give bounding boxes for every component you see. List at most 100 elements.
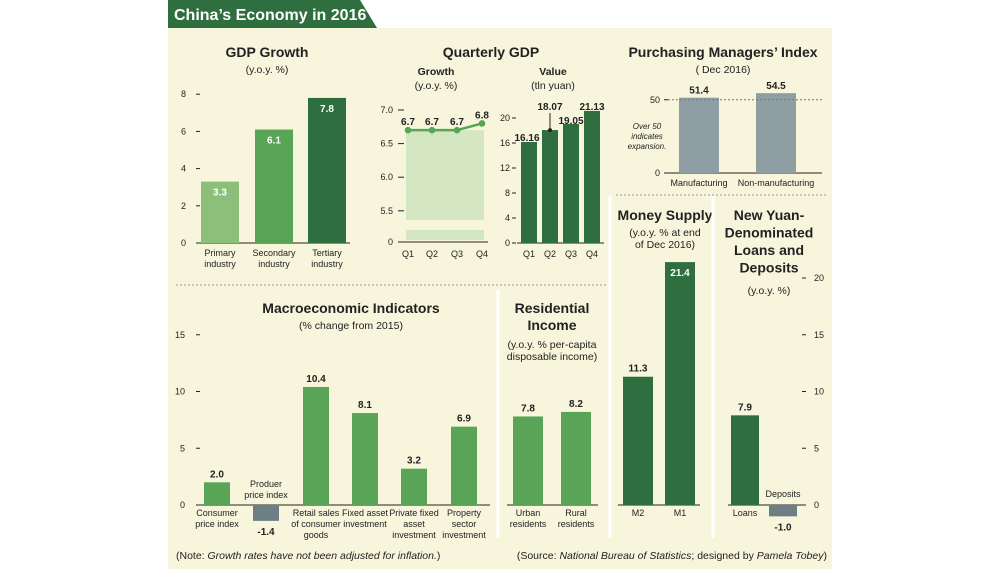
loans-value-label: 7.9 bbox=[738, 402, 752, 413]
pmi-bar bbox=[679, 97, 719, 173]
quarterly-gdp-title: Quarterly GDP bbox=[443, 44, 539, 60]
macro-value-label: -1.4 bbox=[257, 527, 275, 538]
quarterly-gdp-value-chart: Value (tln yuan) 0 4 8 12 16 20 16.16 Q1 18.07 Q2 19… bbox=[500, 66, 605, 259]
money-supply-bar bbox=[665, 262, 695, 505]
macro-value-label: 6.9 bbox=[457, 414, 471, 425]
footer-source-suffix: ) bbox=[824, 550, 828, 562]
loans-tick-label: 5 bbox=[814, 443, 819, 453]
gdp-value-label: 3.3 bbox=[213, 188, 227, 199]
macro-category-label: Fixed asset bbox=[342, 508, 389, 518]
quarterly-growth-tick-label: 0 bbox=[388, 237, 393, 247]
income-subtitle: disposable income) bbox=[507, 351, 597, 363]
macro-bar bbox=[401, 468, 427, 505]
macro-bar bbox=[204, 482, 230, 505]
gdp-category-label: Primary bbox=[205, 248, 236, 258]
gdp-bar bbox=[255, 129, 293, 243]
pmi-annotation: Over 50 bbox=[633, 122, 662, 131]
quarterly-growth-point bbox=[478, 120, 486, 127]
gdp-category-label: Secondary bbox=[252, 248, 296, 258]
macro-y-tick-label: 10 bbox=[175, 387, 185, 397]
quarterly-growth-line bbox=[408, 122, 483, 132]
macro-category-label: sector bbox=[452, 519, 477, 529]
quarterly-value-category-label: Q4 bbox=[586, 249, 598, 259]
page-title: China’s Economy in 2016 bbox=[174, 7, 366, 24]
macro-value-label: 10.4 bbox=[306, 374, 326, 385]
macro-y-tick-label: 15 bbox=[175, 330, 185, 340]
gdp-category-label: industry bbox=[258, 259, 290, 269]
income-title: Income bbox=[527, 317, 576, 333]
gdp-y-tick-label: 4 bbox=[181, 164, 186, 174]
quarterly-value-label: 19.05 bbox=[558, 116, 583, 127]
gdp-growth-chart: GDP Growth(y.o.y. %)024683.3Primaryindus… bbox=[181, 44, 350, 269]
money-supply-subtitle: (y.o.y. % at end bbox=[629, 227, 701, 239]
gdp-subtitle: (y.o.y. %) bbox=[246, 64, 289, 76]
loans-title: Denominated bbox=[725, 225, 814, 241]
quarterly-growth-category-label: Q2 bbox=[426, 249, 438, 259]
money-supply-subtitle: of Dec 2016) bbox=[635, 239, 695, 251]
panel-background bbox=[168, 28, 832, 569]
loans-title: New Yuan- bbox=[734, 207, 805, 223]
macro-subtitle: (% change from 2015) bbox=[299, 320, 403, 332]
quarterly-value-leader-dot bbox=[548, 128, 552, 133]
quarterly-growth-category-label: Q1 bbox=[402, 249, 414, 259]
gdp-value-label: 7.8 bbox=[320, 104, 334, 115]
quarterly-value-y-tick-label: 8 bbox=[505, 188, 510, 198]
footer-source-prefix: (Source: bbox=[517, 550, 560, 562]
macro-value-label: 3.2 bbox=[407, 456, 421, 467]
money-supply-title: Money Supply bbox=[618, 207, 713, 223]
pmi-category-label: Manufacturing bbox=[670, 178, 727, 188]
gdp-y-tick-label: 8 bbox=[181, 89, 186, 99]
macro-y-tick-label: 0 bbox=[180, 500, 185, 510]
loans-tick-label: 20 bbox=[814, 273, 824, 283]
quarterly-value-y-tick-label: 0 bbox=[505, 238, 510, 248]
quarterly-growth-value-label: 6.7 bbox=[450, 117, 464, 128]
income-category-label: Urban bbox=[516, 508, 541, 518]
loans-tick-label: 15 bbox=[814, 330, 824, 340]
quarterly-growth-point bbox=[453, 126, 461, 134]
money-supply-bar bbox=[623, 376, 653, 505]
money-supply-category-label: M1 bbox=[674, 508, 687, 518]
gdp-category-label: industry bbox=[311, 259, 343, 269]
macro-title: Macroeconomic Indicators bbox=[262, 300, 440, 316]
quarterly-value-label: 18.07 bbox=[537, 102, 562, 113]
macro-value-label: 2.0 bbox=[210, 469, 224, 480]
axis-break-gap bbox=[406, 220, 484, 230]
macro-category-label: investment bbox=[343, 519, 387, 529]
quarterly-growth-tick-label: 5.5 bbox=[380, 206, 393, 216]
loans-value-label: -1.0 bbox=[774, 522, 792, 533]
pmi-y-tick-label: 50 bbox=[650, 95, 660, 105]
footer-source-mid: ; designed by bbox=[691, 550, 756, 562]
footer-note-prefix: (Note: bbox=[176, 550, 208, 562]
macro-category-label: investment bbox=[392, 530, 436, 540]
loans-bar bbox=[769, 505, 797, 517]
footer-source-author: Pamela Tobey bbox=[757, 550, 824, 562]
gdp-value-label: 6.1 bbox=[267, 136, 281, 147]
quarterly-growth-category-label: Q3 bbox=[451, 249, 463, 259]
quarterly-growth-tick-label: 6.5 bbox=[380, 139, 393, 149]
quarterly-value-y-tick-label: 20 bbox=[500, 113, 510, 123]
loans-bar bbox=[731, 415, 759, 505]
quarterly-value-bar bbox=[584, 110, 600, 243]
gdp-y-tick-label: 2 bbox=[181, 201, 186, 211]
macro-category-label: goods bbox=[304, 530, 329, 540]
quarterly-value-bar bbox=[542, 130, 558, 243]
gdp-y-tick-label: 6 bbox=[181, 126, 186, 136]
gdp-category-label: industry bbox=[204, 259, 236, 269]
macro-category-label: investment bbox=[442, 530, 486, 540]
footer-note-italic: Growth rates have not been adjusted for … bbox=[208, 550, 437, 562]
quarterly-value-category-label: Q3 bbox=[565, 249, 577, 259]
macro-indicators-chart: Macroeconomic Indicators (% change from 2… bbox=[175, 300, 490, 540]
gdp-bar bbox=[201, 181, 239, 243]
pmi-value-label: 54.5 bbox=[766, 81, 786, 92]
quarterly-value-label: 21.13 bbox=[579, 102, 604, 113]
loans-category-label: Deposits bbox=[765, 489, 801, 499]
quarterly-value-y-tick-label: 4 bbox=[505, 213, 510, 223]
quarterly-growth-subtitle: Growth bbox=[418, 66, 455, 78]
macro-category-label: Consumer bbox=[196, 508, 238, 518]
loans-tick-label: 10 bbox=[814, 387, 824, 397]
quarterly-gdp-growth-chart: Quarterly GDP Growth (y.o.y. %) 0 5.5 6.0 6.5 7… bbox=[380, 44, 539, 259]
quarterly-growth-point bbox=[404, 126, 412, 134]
macro-category-label: price index bbox=[195, 519, 239, 529]
